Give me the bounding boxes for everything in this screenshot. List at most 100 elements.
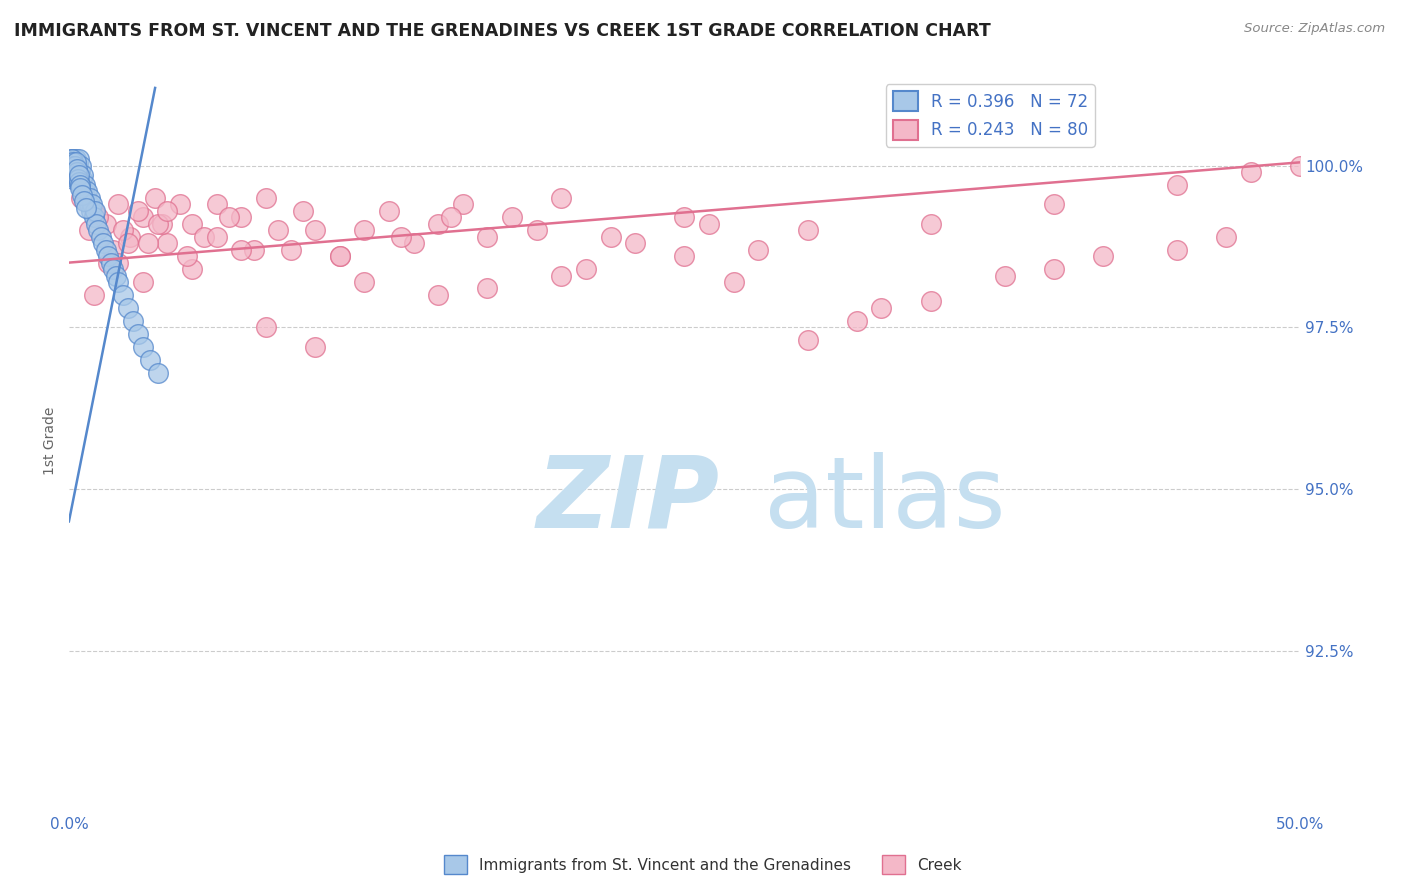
Point — [112, 223, 135, 237]
Point — [70, 191, 93, 205]
Point — [599, 229, 621, 244]
Point — [70, 178, 93, 192]
Point — [673, 249, 696, 263]
Point — [83, 203, 105, 218]
Point — [63, 159, 86, 173]
Point — [132, 340, 155, 354]
Y-axis label: 1st Grade: 1st Grade — [44, 407, 58, 475]
Point — [139, 352, 162, 367]
Text: ZIP: ZIP — [537, 451, 720, 549]
Point — [575, 262, 598, 277]
Point — [156, 236, 179, 251]
Point — [80, 203, 103, 218]
Point — [1289, 159, 1312, 173]
Point — [120, 229, 142, 244]
Point — [60, 152, 83, 166]
Point — [79, 191, 101, 205]
Point — [60, 159, 83, 173]
Point — [63, 159, 86, 173]
Point — [181, 262, 204, 277]
Point — [156, 203, 179, 218]
Point — [69, 165, 91, 179]
Point — [181, 217, 204, 231]
Point — [83, 203, 105, 218]
Point — [920, 217, 942, 231]
Point — [94, 217, 117, 231]
Point — [63, 165, 86, 179]
Point — [83, 288, 105, 302]
Point — [280, 243, 302, 257]
Point — [104, 268, 127, 283]
Point — [146, 366, 169, 380]
Point — [60, 159, 83, 173]
Point — [90, 229, 112, 244]
Point — [107, 255, 129, 269]
Point — [176, 249, 198, 263]
Point — [72, 171, 94, 186]
Point — [60, 155, 83, 169]
Point — [97, 255, 120, 269]
Point — [63, 165, 86, 179]
Point — [87, 211, 110, 225]
Point — [107, 197, 129, 211]
Point — [1043, 197, 1066, 211]
Point — [94, 243, 117, 257]
Point — [920, 294, 942, 309]
Point — [127, 203, 149, 218]
Point — [65, 152, 87, 166]
Point — [231, 211, 253, 225]
Point — [112, 288, 135, 302]
Point — [59, 159, 82, 173]
Point — [67, 152, 90, 166]
Point — [76, 185, 98, 199]
Point — [65, 168, 87, 182]
Point — [67, 159, 90, 173]
Point — [72, 168, 94, 182]
Point — [439, 211, 461, 225]
Point — [77, 223, 100, 237]
Point — [75, 201, 97, 215]
Text: IMMIGRANTS FROM ST. VINCENT AND THE GRENADINES VS CREEK 1ST GRADE CORRELATION CH: IMMIGRANTS FROM ST. VINCENT AND THE GREN… — [14, 22, 991, 40]
Point — [477, 281, 499, 295]
Point — [127, 326, 149, 341]
Point — [870, 301, 893, 315]
Point — [254, 320, 277, 334]
Point — [63, 161, 86, 176]
Point — [624, 236, 647, 251]
Text: atlas: atlas — [765, 451, 1007, 549]
Point — [117, 236, 139, 251]
Point — [66, 171, 89, 186]
Point — [697, 217, 720, 231]
Point — [59, 159, 82, 173]
Point — [69, 159, 91, 173]
Point — [66, 165, 89, 179]
Point — [65, 155, 87, 169]
Point — [146, 217, 169, 231]
Point — [993, 268, 1015, 283]
Point — [1166, 243, 1188, 257]
Text: Source: ZipAtlas.com: Source: ZipAtlas.com — [1244, 22, 1385, 36]
Point — [304, 223, 326, 237]
Point — [205, 197, 228, 211]
Point — [73, 194, 96, 209]
Point — [402, 236, 425, 251]
Point — [796, 223, 818, 237]
Point — [122, 314, 145, 328]
Legend: R = 0.396   N = 72, R = 0.243   N = 80: R = 0.396 N = 72, R = 0.243 N = 80 — [886, 84, 1095, 146]
Point — [62, 171, 84, 186]
Point — [65, 165, 87, 179]
Point — [66, 159, 89, 173]
Point — [501, 211, 523, 225]
Point — [242, 243, 264, 257]
Point — [69, 181, 91, 195]
Point — [1240, 165, 1263, 179]
Point — [65, 171, 87, 186]
Point — [100, 255, 122, 269]
Point — [63, 161, 86, 176]
Point — [451, 197, 474, 211]
Point — [87, 223, 110, 237]
Point — [93, 236, 115, 251]
Point — [329, 249, 352, 263]
Point — [62, 155, 84, 169]
Point — [231, 243, 253, 257]
